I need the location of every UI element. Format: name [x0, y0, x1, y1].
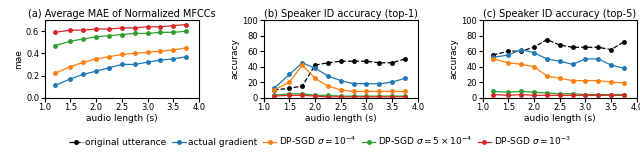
- Y-axis label: accuracy: accuracy: [230, 38, 239, 79]
- Title: (b) Speaker ID accuracy (top-1): (b) Speaker ID accuracy (top-1): [264, 9, 418, 19]
- Y-axis label: mae: mae: [14, 49, 23, 69]
- X-axis label: audio length (s): audio length (s): [524, 114, 596, 123]
- X-axis label: audio length (s): audio length (s): [305, 114, 376, 123]
- Title: (c) Speaker ID accuracy (top-5): (c) Speaker ID accuracy (top-5): [483, 9, 636, 19]
- X-axis label: audio length (s): audio length (s): [86, 114, 157, 123]
- Title: (a) Average MAE of Normalized MFCCs: (a) Average MAE of Normalized MFCCs: [28, 9, 216, 19]
- Y-axis label: accuracy: accuracy: [449, 38, 458, 79]
- Legend: original utterance, actual gradient, DP-SGD $\sigma = 10^{-4}$, DP-SGD $\sigma =: original utterance, actual gradient, DP-…: [65, 131, 575, 151]
